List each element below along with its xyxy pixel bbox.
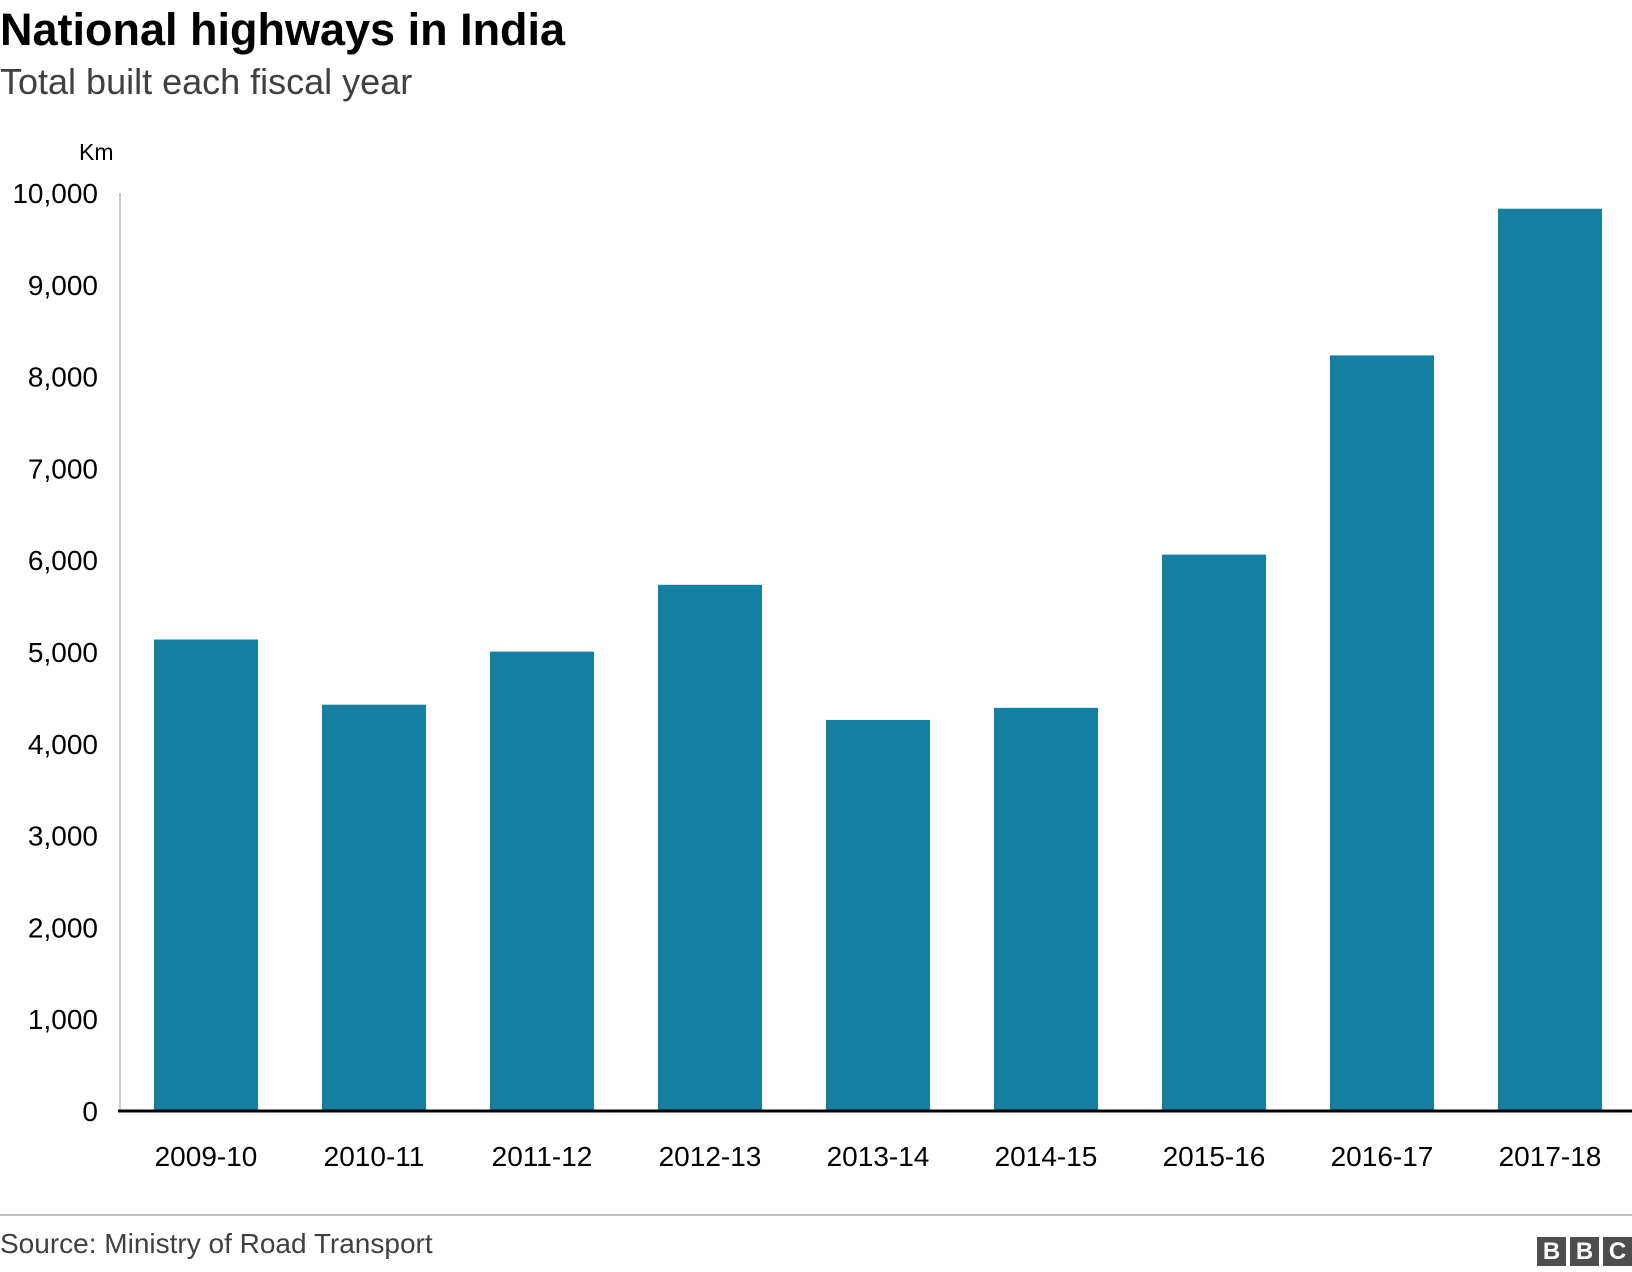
y-tick-label: 7,000 — [28, 453, 98, 484]
y-tick-label: 3,000 — [28, 821, 98, 852]
y-tick-label: 10,000 — [12, 178, 98, 209]
y-tick-label: 1,000 — [28, 1004, 98, 1035]
y-tick-label: 5,000 — [28, 637, 98, 668]
x-axis-ticks: 2009-10 2010-11 2011-12 2012-13 2013-14 2014-… — [155, 1141, 1602, 1172]
x-tick-label: 2016-17 — [1331, 1141, 1434, 1172]
bbc-logo-letter: C — [1603, 1237, 1632, 1266]
x-tick-label: 2009-10 — [155, 1141, 258, 1172]
chart-title: National highways in India — [0, 4, 566, 55]
y-tick-label: 6,000 — [28, 545, 98, 576]
x-tick-label: 2014-15 — [995, 1141, 1098, 1172]
bbc-logo: B B C — [1537, 1237, 1632, 1266]
bar-2011-12 — [490, 651, 594, 1111]
y-tick-label: 4,000 — [28, 729, 98, 760]
bar-chart: Km 0 1,000 2,000 3,000 4,000 5,000 6,000 7,000 8… — [12, 139, 1632, 1172]
y-axis-ticks: 0 1,000 2,000 3,000 4,000 5,000 6,000 7,000 8,00… — [12, 178, 98, 1127]
bar-2013-14 — [826, 719, 930, 1111]
x-tick-label: 2011-12 — [492, 1141, 593, 1172]
bar-2015-16 — [1162, 554, 1266, 1111]
y-tick-label: 2,000 — [28, 912, 98, 943]
bar-2017-18 — [1498, 208, 1602, 1111]
bar-2009-10 — [154, 639, 258, 1111]
chart-subtitle: Total built each fiscal year — [0, 61, 413, 102]
x-tick-label: 2017-18 — [1499, 1141, 1602, 1172]
y-tick-label: 9,000 — [28, 270, 98, 301]
x-tick-label: 2015-16 — [1163, 1141, 1266, 1172]
y-tick-label: 8,000 — [28, 362, 98, 393]
bbc-logo-letter: B — [1537, 1237, 1566, 1266]
x-tick-label: 2010-11 — [324, 1141, 425, 1172]
bbc-logo-letter: B — [1570, 1237, 1599, 1266]
bar-2016-17 — [1330, 355, 1434, 1112]
source-note: Source: Ministry of Road Transport — [0, 1228, 433, 1259]
y-tick-label: 0 — [82, 1096, 98, 1127]
x-tick-label: 2012-13 — [659, 1141, 762, 1172]
bar-2012-13 — [658, 584, 762, 1111]
y-axis-unit-label: Km — [79, 139, 114, 165]
source-divider — [0, 1214, 1632, 1216]
bar-2010-11 — [322, 704, 426, 1111]
x-tick-label: 2013-14 — [827, 1141, 930, 1172]
bars — [154, 208, 1602, 1112]
bar-2014-15 — [994, 707, 1098, 1111]
